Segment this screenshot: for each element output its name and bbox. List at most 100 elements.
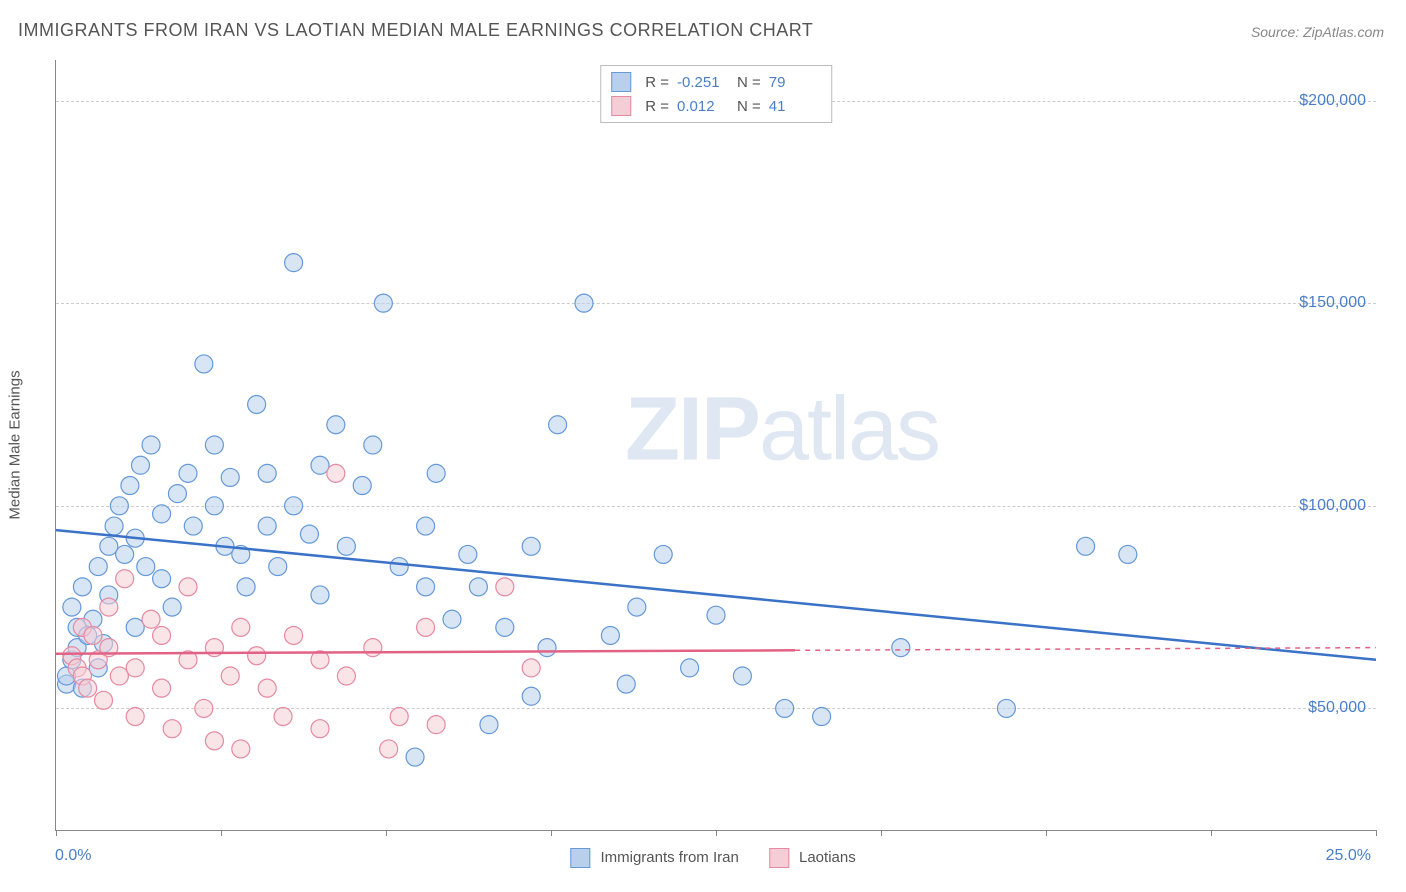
stats-r-value-1: 0.012 bbox=[677, 98, 729, 115]
plot-area: ZIPatlas R = -0.251 N = 79 R = 0.012 N =… bbox=[55, 60, 1376, 831]
scatter-point bbox=[168, 485, 186, 503]
scatter-point bbox=[390, 558, 408, 576]
scatter-point bbox=[496, 578, 514, 596]
scatter-point bbox=[79, 679, 97, 697]
scatter-point bbox=[116, 570, 134, 588]
scatter-point bbox=[131, 456, 149, 474]
scatter-point bbox=[380, 740, 398, 758]
scatter-point bbox=[195, 355, 213, 373]
scatter-point bbox=[496, 618, 514, 636]
stats-r-label: R = bbox=[645, 74, 669, 91]
scatter-point bbox=[274, 708, 292, 726]
x-tick bbox=[716, 830, 717, 836]
stats-swatch-1 bbox=[611, 96, 631, 116]
scatter-point bbox=[311, 456, 329, 474]
scatter-point bbox=[364, 436, 382, 454]
chart-container: Median Male Earnings ZIPatlas R = -0.251… bbox=[45, 60, 1381, 830]
scatter-point bbox=[353, 477, 371, 495]
scatter-point bbox=[153, 626, 171, 644]
stats-swatch-0 bbox=[611, 72, 631, 92]
source-credit: Source: ZipAtlas.com bbox=[1251, 24, 1384, 40]
trend-line bbox=[56, 650, 795, 653]
x-axis-max-label: 25.0% bbox=[1326, 847, 1371, 865]
x-axis-min-label: 0.0% bbox=[55, 847, 91, 865]
x-tick bbox=[56, 830, 57, 836]
scatter-point bbox=[205, 436, 223, 454]
scatter-point bbox=[601, 626, 619, 644]
stats-r-label: R = bbox=[645, 98, 669, 115]
scatter-point bbox=[105, 517, 123, 535]
scatter-point bbox=[327, 464, 345, 482]
scatter-point bbox=[126, 708, 144, 726]
stats-row-series-1: R = 0.012 N = 41 bbox=[611, 94, 821, 118]
scatter-point bbox=[681, 659, 699, 677]
scatter-point bbox=[776, 699, 794, 717]
scatter-point bbox=[1119, 545, 1137, 563]
stats-r-value-0: -0.251 bbox=[677, 74, 729, 91]
scatter-point bbox=[179, 578, 197, 596]
scatter-point bbox=[337, 537, 355, 555]
scatter-point bbox=[163, 720, 181, 738]
scatter-point bbox=[522, 659, 540, 677]
scatter-point bbox=[258, 517, 276, 535]
scatter-point bbox=[142, 610, 160, 628]
scatter-point bbox=[522, 537, 540, 555]
scatter-point bbox=[126, 659, 144, 677]
scatter-point bbox=[327, 416, 345, 434]
scatter-point bbox=[733, 667, 751, 685]
scatter-point bbox=[153, 679, 171, 697]
scatter-point bbox=[285, 626, 303, 644]
scatter-point bbox=[417, 517, 435, 535]
scatter-point bbox=[374, 294, 392, 312]
scatter-point bbox=[116, 545, 134, 563]
scatter-point bbox=[406, 748, 424, 766]
scatter-point bbox=[427, 716, 445, 734]
scatter-point bbox=[258, 679, 276, 697]
legend-bottom: Immigrants from Iran Laotians bbox=[570, 848, 855, 868]
scatter-point bbox=[95, 691, 113, 709]
scatter-point bbox=[337, 667, 355, 685]
legend-label-0: Immigrants from Iran bbox=[600, 849, 738, 866]
scatter-point bbox=[84, 626, 102, 644]
scatter-point bbox=[221, 667, 239, 685]
scatter-point bbox=[390, 708, 408, 726]
scatter-point bbox=[654, 545, 672, 563]
scatter-point bbox=[892, 639, 910, 657]
scatter-point bbox=[469, 578, 487, 596]
x-tick bbox=[1376, 830, 1377, 836]
x-tick bbox=[386, 830, 387, 836]
scatter-point bbox=[538, 639, 556, 657]
scatter-point bbox=[205, 497, 223, 515]
legend-item-0: Immigrants from Iran bbox=[570, 848, 739, 868]
scatter-point bbox=[300, 525, 318, 543]
scatter-point bbox=[417, 578, 435, 596]
scatter-point bbox=[269, 558, 287, 576]
scatter-point bbox=[480, 716, 498, 734]
stats-n-value-1: 41 bbox=[769, 98, 821, 115]
plot-svg bbox=[56, 60, 1376, 830]
legend-label-1: Laotians bbox=[799, 849, 856, 866]
scatter-point bbox=[163, 598, 181, 616]
scatter-point bbox=[110, 497, 128, 515]
scatter-point bbox=[443, 610, 461, 628]
x-tick bbox=[1211, 830, 1212, 836]
scatter-point bbox=[126, 618, 144, 636]
correlation-stats-box: R = -0.251 N = 79 R = 0.012 N = 41 bbox=[600, 65, 832, 123]
scatter-point bbox=[248, 395, 266, 413]
legend-swatch-0 bbox=[570, 848, 590, 868]
scatter-point bbox=[100, 537, 118, 555]
scatter-point bbox=[522, 687, 540, 705]
scatter-point bbox=[417, 618, 435, 636]
scatter-point bbox=[63, 598, 81, 616]
stats-n-value-0: 79 bbox=[769, 74, 821, 91]
trend-line-extrapolated bbox=[795, 648, 1376, 651]
stats-n-label: N = bbox=[737, 98, 761, 115]
scatter-point bbox=[137, 558, 155, 576]
scatter-point bbox=[617, 675, 635, 693]
scatter-point bbox=[100, 598, 118, 616]
scatter-point bbox=[153, 570, 171, 588]
stats-n-label: N = bbox=[737, 74, 761, 91]
scatter-point bbox=[221, 468, 239, 486]
scatter-point bbox=[575, 294, 593, 312]
scatter-point bbox=[364, 639, 382, 657]
